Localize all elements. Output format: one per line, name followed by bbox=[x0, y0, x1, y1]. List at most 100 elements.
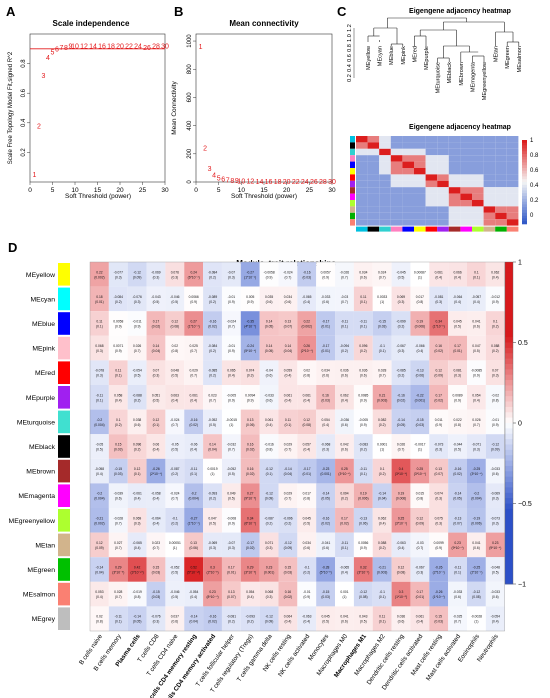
trait-cell-correlation: 0.25 bbox=[341, 467, 348, 471]
color-key-tick: 0.2 bbox=[530, 198, 539, 204]
color-scale-segment bbox=[505, 535, 513, 542]
trait-cell-correlation: 0.3 bbox=[399, 590, 404, 594]
data-point-label: 22 bbox=[292, 179, 300, 186]
trait-cell bbox=[165, 483, 185, 508]
trait-cell-pvalue: (0.4) bbox=[473, 398, 480, 402]
color-scale-segment bbox=[505, 498, 513, 504]
trait-cell-correlation: 0.029 bbox=[284, 443, 292, 447]
trait-cell bbox=[410, 434, 430, 459]
trait-cell-correlation: 0.036 bbox=[340, 369, 348, 373]
trait-cell bbox=[372, 434, 392, 459]
trait-cell-pvalue: (0.4) bbox=[153, 521, 160, 525]
trait-cell-correlation: 0.27 bbox=[190, 320, 197, 324]
adjacency-cell bbox=[495, 219, 507, 226]
trait-cell-pvalue: (0.001) bbox=[264, 571, 274, 575]
adjacency-cell bbox=[425, 136, 438, 143]
adjacency-cell bbox=[437, 212, 449, 220]
trait-cell-pvalue: (1*10⁻⁴) bbox=[188, 325, 200, 329]
adjacency-cell bbox=[379, 193, 391, 200]
trait-cell-correlation: 0.0001 bbox=[377, 443, 387, 447]
trait-cell-pvalue: (0.02) bbox=[340, 521, 349, 525]
trait-cell-pvalue: (0.3) bbox=[492, 521, 499, 525]
y-tick-label: 0.6 bbox=[21, 88, 27, 97]
trait-cell-correlation: -0.076 bbox=[151, 615, 161, 619]
color-scale-segment bbox=[505, 299, 513, 306]
trait-cell-correlation: 0.07 bbox=[153, 369, 160, 373]
adjacency-cell bbox=[483, 155, 496, 162]
trait-cell-pvalue: (0.2) bbox=[341, 497, 348, 501]
trait-cell-correlation: -0.019 bbox=[132, 590, 142, 594]
trait-cell-pvalue: (0.3) bbox=[247, 374, 254, 378]
trait-cell-pvalue: (0.09) bbox=[416, 521, 425, 525]
trait-cell-correlation: 0.0071 bbox=[113, 344, 123, 348]
color-scale-segment bbox=[505, 541, 513, 547]
trait-cell-correlation: 0.045 bbox=[303, 516, 311, 520]
trait-cell bbox=[165, 508, 185, 533]
adjacency-cell bbox=[390, 148, 403, 156]
adjacency-cell bbox=[367, 200, 380, 207]
trait-cell-pvalue: (0.2) bbox=[360, 448, 367, 452]
trait-cell bbox=[429, 508, 449, 533]
trait-cell bbox=[297, 262, 317, 287]
adjacency-cell bbox=[506, 136, 519, 143]
trait-cell bbox=[127, 262, 147, 287]
trait-cell bbox=[203, 557, 222, 582]
trait-cell-correlation: 0.022 bbox=[453, 418, 461, 422]
color-key-segment bbox=[522, 173, 527, 177]
adjacency-cell bbox=[356, 161, 368, 168]
trait-cell bbox=[278, 335, 298, 361]
dendrogram-leaf-label: MEred bbox=[412, 46, 418, 62]
trait-cell-correlation: 0.051 bbox=[152, 393, 160, 397]
adjacency-cell bbox=[379, 155, 391, 162]
trait-cell bbox=[278, 360, 298, 385]
trait-cell-correlation: 0.035 bbox=[265, 295, 273, 299]
trait-cell-correlation: 0.076 bbox=[171, 270, 179, 274]
adjacency-cell bbox=[472, 155, 484, 162]
trait-cell-pvalue: (0.3) bbox=[96, 349, 103, 353]
trait-cell-pvalue: (0.2) bbox=[209, 497, 216, 501]
trait-cell bbox=[127, 508, 147, 533]
trait-cell-pvalue: (0.003) bbox=[377, 571, 387, 575]
module-label: MEturquoise bbox=[17, 419, 55, 426]
color-scale-segment bbox=[505, 449, 513, 456]
trait-cell bbox=[372, 508, 392, 533]
trait-cell-pvalue: (0.5) bbox=[171, 571, 178, 575]
trait-cell bbox=[353, 262, 373, 287]
module-color-swatch bbox=[58, 582, 70, 606]
trait-cell-correlation: -0.088 bbox=[132, 393, 142, 397]
trait-cell-correlation: -0.15 bbox=[152, 590, 160, 594]
trait-cell-correlation: 0.19 bbox=[360, 492, 367, 496]
trait-cell bbox=[448, 532, 467, 558]
trait-cell bbox=[372, 311, 392, 336]
trait-cell-pvalue: (0.03) bbox=[114, 448, 123, 452]
trait-cell bbox=[485, 335, 505, 361]
adjacency-cell bbox=[425, 206, 438, 213]
trait-cell-pvalue: (0.08) bbox=[302, 423, 311, 427]
trait-cell bbox=[485, 606, 505, 631]
trait-cell-pvalue: (0.3) bbox=[435, 448, 442, 452]
trait-cell bbox=[316, 581, 336, 607]
trait-cell-pvalue: (0.002) bbox=[94, 275, 104, 279]
trait-cell bbox=[467, 409, 486, 435]
trait-cell-pvalue: (0.9) bbox=[360, 546, 367, 550]
trait-cell bbox=[90, 262, 109, 287]
color-scale-segment bbox=[505, 573, 513, 580]
trait-cell-correlation: -0.0028 bbox=[471, 615, 482, 619]
trait-cell bbox=[467, 581, 486, 607]
trait-cell-pvalue: (0.08) bbox=[397, 571, 406, 575]
adjacency-cell bbox=[356, 155, 368, 162]
color-key-segment bbox=[522, 176, 527, 180]
trait-cell-pvalue: (0.7) bbox=[341, 275, 348, 279]
adjacency-cell bbox=[367, 187, 380, 194]
trait-cell-correlation: -0.15 bbox=[378, 320, 386, 324]
adjacency-cell bbox=[367, 168, 380, 175]
trait-cell bbox=[240, 286, 260, 312]
trait-cell-pvalue: (0.09) bbox=[491, 448, 500, 452]
trait-cell-pvalue: (0.9) bbox=[228, 398, 235, 402]
trait-cell bbox=[108, 434, 128, 459]
trait-cell bbox=[316, 335, 336, 361]
trait-cell-correlation: 0.1 bbox=[116, 418, 121, 422]
trait-cell-correlation: -0.045 bbox=[396, 270, 406, 274]
trait-cell-correlation: 0.062 bbox=[340, 393, 348, 397]
trait-cell bbox=[448, 508, 467, 533]
